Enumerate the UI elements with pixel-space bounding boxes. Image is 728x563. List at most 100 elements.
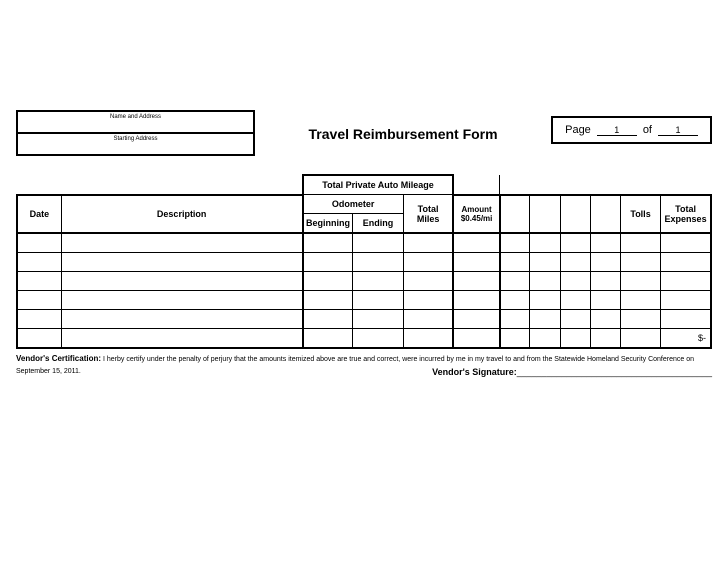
- cell-blank[interactable]: [560, 253, 590, 272]
- cell-beginning[interactable]: [303, 233, 353, 253]
- blank-cell: [453, 175, 499, 195]
- cell-blank[interactable]: [500, 310, 530, 329]
- cell-tolls[interactable]: [620, 329, 660, 349]
- signature-label: Vendor's Signature:: [432, 367, 517, 377]
- blank-cell: [560, 175, 590, 195]
- cell-beginning[interactable]: [303, 253, 353, 272]
- cell-ending[interactable]: [353, 310, 403, 329]
- cell-blank[interactable]: [530, 291, 560, 310]
- cell-total-miles[interactable]: [403, 310, 453, 329]
- signature-line[interactable]: _______________________________________: [517, 367, 712, 377]
- cell-description[interactable]: [61, 329, 302, 349]
- cell-blank[interactable]: [500, 272, 530, 291]
- blank-header: [590, 195, 620, 234]
- cell-blank[interactable]: [590, 233, 620, 253]
- cell-blank[interactable]: [500, 233, 530, 253]
- cell-date[interactable]: [17, 233, 61, 253]
- cell-amount[interactable]: [453, 329, 499, 349]
- cell-beginning[interactable]: [303, 291, 353, 310]
- cell-blank[interactable]: [500, 329, 530, 349]
- cell-blank[interactable]: [590, 310, 620, 329]
- cell-tolls[interactable]: [620, 233, 660, 253]
- cell-tolls[interactable]: [620, 310, 660, 329]
- cell-date[interactable]: [17, 291, 61, 310]
- cell-beginning[interactable]: [303, 272, 353, 291]
- blank-cell: [590, 175, 620, 195]
- blank-cell: [620, 175, 660, 195]
- cell-amount[interactable]: [453, 310, 499, 329]
- cell-total[interactable]: [661, 253, 711, 272]
- cell-blank[interactable]: [560, 291, 590, 310]
- cell-blank[interactable]: [590, 272, 620, 291]
- cell-description[interactable]: [61, 253, 302, 272]
- cell-blank[interactable]: [560, 310, 590, 329]
- cell-blank[interactable]: [530, 272, 560, 291]
- cell-blank[interactable]: [500, 253, 530, 272]
- description-header: Description: [61, 195, 302, 234]
- mileage-header: Total Private Auto Mileage: [303, 175, 454, 195]
- cell-blank[interactable]: [560, 233, 590, 253]
- beginning-header: Beginning: [303, 214, 353, 234]
- blank-header: [500, 195, 530, 234]
- table-row: [17, 272, 711, 291]
- blank-cell: [530, 175, 560, 195]
- cell-total[interactable]: [661, 233, 711, 253]
- cell-amount[interactable]: [453, 272, 499, 291]
- tolls-header: Tolls: [620, 195, 660, 234]
- cell-description[interactable]: [61, 233, 302, 253]
- cell-total-last: $-: [661, 329, 711, 349]
- cell-total-miles[interactable]: [403, 253, 453, 272]
- table-row: [17, 253, 711, 272]
- table-row: [17, 310, 711, 329]
- page-label: Page: [565, 124, 591, 136]
- cell-tolls[interactable]: [620, 291, 660, 310]
- cell-amount[interactable]: [453, 291, 499, 310]
- name-address-label: Name and Address: [18, 112, 253, 134]
- cell-blank[interactable]: [530, 253, 560, 272]
- cell-description[interactable]: [61, 310, 302, 329]
- table-row-header2: Date Description Odometer Total Miles Am…: [17, 195, 711, 214]
- signature-row: Vendor's Signature:_____________________…: [16, 367, 712, 377]
- cell-total-miles[interactable]: [403, 291, 453, 310]
- cell-date[interactable]: [17, 272, 61, 291]
- cell-description[interactable]: [61, 291, 302, 310]
- cell-ending[interactable]: [353, 233, 403, 253]
- cell-date[interactable]: [17, 329, 61, 349]
- cell-blank[interactable]: [590, 253, 620, 272]
- cell-beginning[interactable]: [303, 329, 353, 349]
- cell-tolls[interactable]: [620, 253, 660, 272]
- cell-total[interactable]: [661, 272, 711, 291]
- cell-total[interactable]: [661, 291, 711, 310]
- starting-address-label: Starting Address: [18, 134, 253, 154]
- cell-ending[interactable]: [353, 291, 403, 310]
- cell-blank[interactable]: [530, 310, 560, 329]
- cell-blank[interactable]: [530, 233, 560, 253]
- cell-blank[interactable]: [590, 291, 620, 310]
- cell-total-miles[interactable]: [403, 329, 453, 349]
- cell-date[interactable]: [17, 310, 61, 329]
- cell-description[interactable]: [61, 272, 302, 291]
- cell-blank[interactable]: [530, 329, 560, 349]
- cell-total-miles[interactable]: [403, 233, 453, 253]
- amount-header: Amount $0.45/mi: [453, 195, 499, 234]
- cell-amount[interactable]: [453, 233, 499, 253]
- total-expenses-header: Total Expenses: [661, 195, 711, 234]
- cell-tolls[interactable]: [620, 272, 660, 291]
- ending-header: Ending: [353, 214, 403, 234]
- cell-blank[interactable]: [500, 291, 530, 310]
- cell-beginning[interactable]: [303, 310, 353, 329]
- table-row: [17, 233, 711, 253]
- blank-header: [530, 195, 560, 234]
- cell-blank[interactable]: [590, 329, 620, 349]
- page-box: Page 1 of 1: [551, 116, 712, 144]
- cell-total[interactable]: [661, 310, 711, 329]
- cell-blank[interactable]: [560, 329, 590, 349]
- cell-ending[interactable]: [353, 329, 403, 349]
- cell-ending[interactable]: [353, 272, 403, 291]
- cell-amount[interactable]: [453, 253, 499, 272]
- cell-ending[interactable]: [353, 253, 403, 272]
- cell-blank[interactable]: [560, 272, 590, 291]
- cell-date[interactable]: [17, 253, 61, 272]
- blank-cell: [61, 175, 302, 195]
- cell-total-miles[interactable]: [403, 272, 453, 291]
